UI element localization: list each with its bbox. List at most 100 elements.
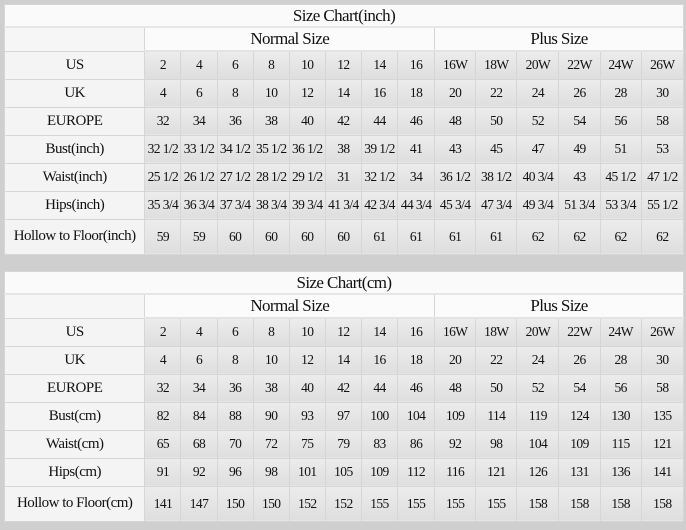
table-cell: 4 [180,50,218,80]
table-cell: 35 1/2 [252,134,290,164]
size-chart-cm: Size Chart(cm) Normal Size Plus Size US 2 4 6 8… [3,271,685,522]
table-cell: 60 [216,218,254,255]
table-cell: 116 [434,457,477,487]
table-cell: 60 [324,218,362,255]
table-cell: 84 [180,401,218,431]
table-cell: 6 [180,345,218,375]
table-cell: 68 [180,429,218,459]
row-label: US [3,50,146,80]
table-cell: 44 [360,373,399,403]
table-cell: 152 [324,485,362,522]
table-cell: 45 3/4 [434,190,477,220]
row-label: Hips(cm) [3,457,146,487]
table-row: UK 4 6 8 10 12 14 16 18 20 22 24 26 28 30 [3,345,685,375]
table-cell: 14 [324,345,362,375]
table-cell: 16 [360,345,399,375]
table-cell: 93 [288,401,326,431]
table-cell: 12 [324,317,362,347]
table-cell: 40 [288,373,326,403]
group-header-plus: Plus Size [434,26,684,52]
table-cell: 60 [252,218,290,255]
table-cell: 16 [397,317,436,347]
table-row: Hips(cm) 91 92 96 98 101 105 109 112 116 121 126 131… [3,457,685,487]
table-cell: 155 [434,485,477,522]
table-cell: 54 [558,106,601,136]
table-cell: 18 [397,345,436,375]
table-cell: 52 [516,106,560,136]
table-cell: 8 [216,78,254,108]
table-cell: 155 [397,485,436,522]
table-cell: 35 3/4 [144,190,182,220]
table-cell: 12 [288,78,326,108]
table-cell: 75 [288,429,326,459]
table-cell: 27 1/2 [216,162,254,192]
table-cell: 147 [180,485,218,522]
table-row: Bust(inch) 32 1/2 33 1/2 34 1/2 35 1/2 36 1/2… [3,134,685,164]
table-cell: 112 [397,457,436,487]
table-cell: 20 [434,78,477,108]
table-cell: 36 [216,373,254,403]
table-cell: 88 [216,401,254,431]
table-cell: 50 [475,106,518,136]
table-cell: 42 [324,373,362,403]
table-cell: 45 1/2 [599,162,642,192]
table-cell: 61 [360,218,399,255]
size-table: Size Chart(inch) Normal Size Plus Size US 2 4… [3,4,685,255]
table-cell: 30 [640,78,685,108]
table-cell: 34 [397,162,436,192]
table-cell: 30 [640,345,685,375]
table-cell: 97 [324,401,362,431]
table-cell: 86 [397,429,436,459]
table-cell: 41 3/4 [324,190,362,220]
table-cell: 158 [516,485,560,522]
table-cell: 47 3/4 [475,190,518,220]
table-cell: 40 [288,106,326,136]
table-cell: 24 [516,345,560,375]
table-cell: 18W [475,50,518,80]
table-cell: 104 [516,429,560,459]
table-cell: 53 3/4 [599,190,642,220]
table-cell: 141 [640,457,685,487]
table-cell: 54 [558,373,601,403]
row-label: Waist(inch) [3,162,146,192]
table-cell: 8 [252,50,290,80]
table-cell: 32 [144,373,182,403]
table-cell: 33 1/2 [180,134,218,164]
table-cell: 59 [180,218,218,255]
table-cell: 8 [216,345,254,375]
table-cell: 37 3/4 [216,190,254,220]
table-cell: 38 [252,373,290,403]
table-cell: 34 1/2 [216,134,254,164]
table-cell: 52 [516,373,560,403]
table-cell: 49 3/4 [516,190,560,220]
table-cell: 46 [397,106,436,136]
table-cell: 28 1/2 [252,162,290,192]
table-cell: 45 [475,134,518,164]
row-label: Bust(inch) [3,134,146,164]
table-cell: 44 [360,106,399,136]
table-cell: 100 [360,401,399,431]
row-label: EUROPE [3,106,146,136]
corner-cell [3,293,146,319]
table-row: EUROPE 32 34 36 38 40 42 44 46 48 50 52 54 56 58 [3,106,685,136]
table-cell: 14 [360,317,399,347]
table-cell: 24 [516,78,560,108]
table-cell: 92 [180,457,218,487]
table-cell: 150 [252,485,290,522]
table-cell: 38 [324,134,362,164]
table-cell: 158 [599,485,642,522]
table-cell: 14 [324,78,362,108]
table-cell: 50 [475,373,518,403]
table-cell: 109 [434,401,477,431]
group-header-normal: Normal Size [144,293,436,319]
table-cell: 124 [558,401,601,431]
table-cell: 26W [640,317,685,347]
table-cell: 36 [216,106,254,136]
table-row: Waist(inch) 25 1/2 26 1/2 27 1/2 28 1/2 29 1/… [3,162,685,192]
row-label: US [3,317,146,347]
table-cell: 90 [252,401,290,431]
table-cell: 16 [397,50,436,80]
table-cell: 12 [288,345,326,375]
table-cell: 16W [434,317,477,347]
table-cell: 32 [144,106,182,136]
